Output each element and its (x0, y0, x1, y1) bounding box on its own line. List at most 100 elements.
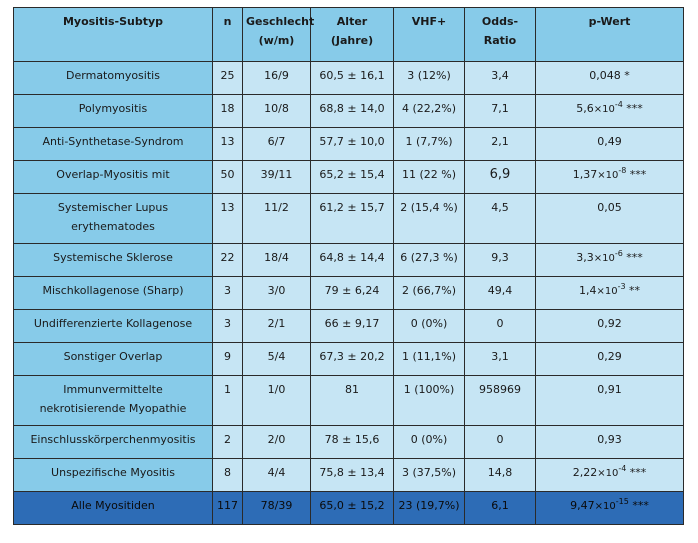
cell-vhf: 2 (15,4 %) (393, 193, 465, 244)
cell-vhf: 2 (66,7%) (393, 276, 465, 310)
cell-vhf: 1 (7,7%) (393, 127, 465, 161)
cell-p-value: 0,29 (535, 342, 684, 376)
table-header-row: Myositis-Subtyp n Geschlecht (w/m) Alter(… (13, 7, 684, 62)
table-row: Systemischer Lupus erythematodes 13 11/2 61,… (13, 193, 684, 244)
cell-vhf: 0 (0%) (393, 425, 465, 459)
cell-subtype: Systemische Sklerose (13, 243, 213, 277)
cell-sex: 39/11 (242, 160, 311, 194)
cell-n: 117 (212, 491, 243, 525)
cell-vhf: 3 (37,5%) (393, 458, 465, 492)
cell-p-value: 0,05 (535, 193, 684, 244)
cell-sex: 3/0 (242, 276, 311, 310)
cell-subtype: Einschlusskörperchenmyositis (13, 425, 213, 459)
header-sex: Geschlecht (w/m) (242, 7, 314, 62)
header-odds-ratio: Odds- Ratio (464, 7, 536, 62)
cell-odds-ratio: 9,3 (464, 243, 536, 277)
cell-vhf: 4 (22,2%) (393, 94, 465, 128)
table-row: Einschlusskörperchenmyositis 2 2/0 78 ± 15,… (13, 425, 684, 459)
cell-n: 3 (212, 309, 243, 343)
myositis-table: Myositis-Subtyp n Geschlecht (w/m) Alter(… (13, 7, 684, 525)
cell-p-value: 2,22×10-4 *** (535, 458, 684, 492)
cell-age: 78 ± 15,6 (310, 425, 394, 459)
cell-n: 13 (212, 193, 243, 244)
header-vhf: VHF+ (393, 7, 465, 62)
cell-age: 66 ± 9,17 (310, 309, 394, 343)
cell-subtype: Alle Myositiden (13, 491, 213, 525)
cell-n: 3 (212, 276, 243, 310)
cell-age: 79 ± 6,24 (310, 276, 394, 310)
cell-vhf: 6 (27,3 %) (393, 243, 465, 277)
table-row: Sonstiger Overlap 9 5/4 67,3 ± 20,2 1 (11,1%… (13, 342, 684, 376)
cell-sex: 16/9 (242, 61, 311, 95)
table-total-row: Alle Myositiden 117 78/39 65,0 ± 15,2 23 (19… (13, 491, 684, 525)
cell-p-value: 0,91 (535, 375, 684, 426)
cell-vhf: 0 (0%) (393, 309, 465, 343)
header-age: Alter (Jahre) (310, 7, 394, 62)
table-row: Dermatomyositis 25 16/9 60,5 ± 16,1 3 (12%) 3… (13, 61, 684, 95)
table-row: Immunvermittelte nekrotisierende Myopathi… (13, 375, 684, 426)
cell-subtype: Undifferenzierte Kollagenose (13, 309, 213, 343)
cell-sex: 78/39 (242, 491, 311, 525)
cell-odds-ratio: 4,5 (464, 193, 536, 244)
cell-odds-ratio: 3,4 (464, 61, 536, 95)
cell-p-value: 0,49 (535, 127, 684, 161)
cell-sex: 4/4 (242, 458, 311, 492)
cell-age: 67,3 ± 20,2 (310, 342, 394, 376)
cell-age: 60,5 ± 16,1 (310, 61, 394, 95)
cell-sex: 2/0 (242, 425, 311, 459)
cell-odds-ratio: 3,1 (464, 342, 536, 376)
cell-sex: 18/4 (242, 243, 311, 277)
cell-p-value: 1,37×10-8 *** (535, 160, 684, 194)
cell-n: 1 (212, 375, 243, 426)
cell-p-value: 0,93 (535, 425, 684, 459)
cell-vhf: 11 (22 %) (393, 160, 465, 194)
table-row: Polymyositis 18 10/8 68,8 ± 14,0 4 (22,2%) 7,… (13, 94, 684, 128)
table-row: Undifferenzierte Kollagenose 3 2/1 66 ± 9,1… (13, 309, 684, 343)
cell-subtype: Dermatomyositis (13, 61, 213, 95)
cell-p-value: 3,3×10-6 *** (535, 243, 684, 277)
cell-subtype: Mischkollagenose (Sharp) (13, 276, 213, 310)
table-row: Mischkollagenose (Sharp) 3 3/0 79 ± 6,24 2 (… (13, 276, 684, 310)
cell-sex: 11/2 (242, 193, 311, 244)
cell-odds-ratio: 6,9 (464, 160, 536, 194)
cell-p-value: 0,048 * (535, 61, 684, 95)
cell-odds-ratio: 14,8 (464, 458, 536, 492)
cell-odds-ratio: 6,1 (464, 491, 536, 525)
cell-odds-ratio: 49,4 (464, 276, 536, 310)
table-row: Anti-Synthetase-Syndrom 13 6/7 57,7 ± 10,0 1… (13, 127, 684, 161)
cell-n: 18 (212, 94, 243, 128)
cell-subtype: Anti-Synthetase-Syndrom (13, 127, 213, 161)
header-p-value: p-Wert (535, 7, 684, 62)
cell-n: 50 (212, 160, 243, 194)
cell-n: 22 (212, 243, 243, 277)
cell-p-value: 0,92 (535, 309, 684, 343)
table-body: Dermatomyositis 25 16/9 60,5 ± 16,1 3 (12%) 3… (13, 61, 684, 525)
cell-odds-ratio: 0 (464, 309, 536, 343)
cell-p-value: 1,4×10-3 ** (535, 276, 684, 310)
cell-subtype: Unspezifische Myositis (13, 458, 213, 492)
cell-n: 13 (212, 127, 243, 161)
cell-subtype: Polymyositis (13, 94, 213, 128)
cell-sex: 10/8 (242, 94, 311, 128)
header-n: n (212, 7, 243, 62)
cell-sex: 5/4 (242, 342, 311, 376)
cell-age: 75,8 ± 13,4 (310, 458, 394, 492)
cell-n: 8 (212, 458, 243, 492)
cell-age: 65,0 ± 15,2 (310, 491, 394, 525)
cell-subtype: Sonstiger Overlap (13, 342, 213, 376)
cell-p-value: 5,6×10-4 *** (535, 94, 684, 128)
cell-vhf: 1 (100%) (393, 375, 465, 426)
table-row: Unspezifische Myositis 8 4/4 75,8 ± 13,4 3 (… (13, 458, 684, 492)
cell-odds-ratio: 2,1 (464, 127, 536, 161)
cell-vhf: 23 (19,7%) (393, 491, 465, 525)
cell-sex: 6/7 (242, 127, 311, 161)
cell-vhf: 3 (12%) (393, 61, 465, 95)
table-row: Systemische Sklerose 22 18/4 64,8 ± 14,4 6 (… (13, 243, 684, 277)
cell-odds-ratio: 0 (464, 425, 536, 459)
cell-odds-ratio: 7,1 (464, 94, 536, 128)
cell-age: 65,2 ± 15,4 (310, 160, 394, 194)
cell-n: 2 (212, 425, 243, 459)
cell-age: 57,7 ± 10,0 (310, 127, 394, 161)
cell-n: 25 (212, 61, 243, 95)
cell-odds-ratio: 958969 (464, 375, 536, 426)
